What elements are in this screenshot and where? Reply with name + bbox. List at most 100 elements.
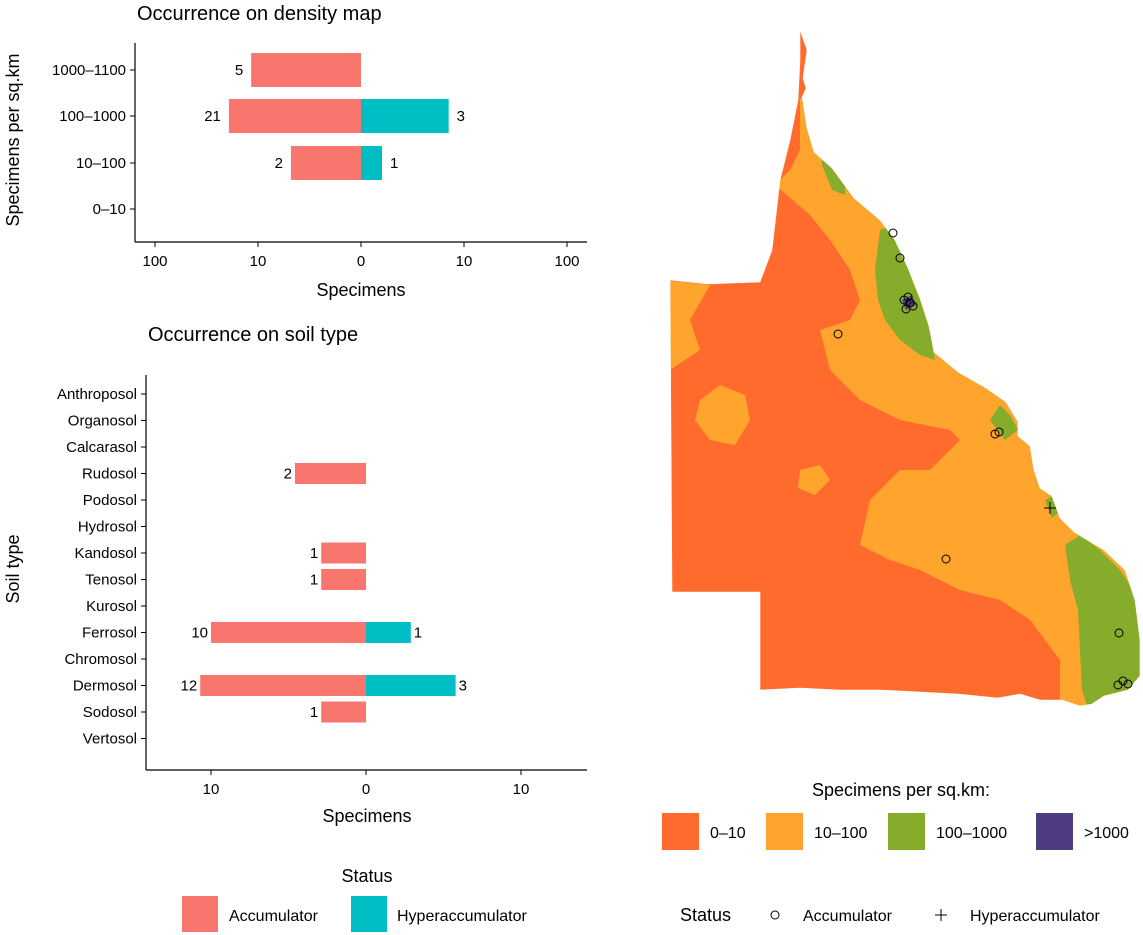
density-bar-hyperaccumulator <box>361 99 449 133</box>
soil-y-tick-label: Tenosol <box>85 572 137 589</box>
density-x-tick-label: 100 <box>554 253 579 270</box>
soil-value-label-accumulator: 1 <box>310 545 318 562</box>
legend-label-hyperaccumulator: Hyperaccumulator <box>397 908 528 925</box>
soil-y-tick-label: Kandosol <box>74 545 137 562</box>
soil-bar-hyperaccumulator <box>366 675 456 696</box>
soil-y-tick-label: Hydrosol <box>78 519 137 536</box>
legend-label-accumulator: Accumulator <box>229 908 319 925</box>
soil-y-tick-label: Rudosol <box>82 466 137 483</box>
map-zone-10-100-patch3 <box>798 465 830 495</box>
density-value-label-accumulator: 21 <box>204 108 221 125</box>
soil-y-tick-label: Calcarasol <box>66 439 137 456</box>
status-legend-title: Status <box>341 866 392 886</box>
soil-bar-accumulator <box>321 569 366 590</box>
density-y-tick-label: 100–1000 <box>59 108 126 125</box>
soil-value-label-accumulator: 2 <box>284 466 292 483</box>
accumulator-point <box>1114 628 1124 638</box>
soil-x-tick-label: 10 <box>513 781 530 798</box>
point-legend-accumulator-icon <box>770 910 780 920</box>
legend-swatch-accumulator <box>182 896 218 932</box>
soil-y-tick-label: Dermosol <box>73 678 137 695</box>
map-legend-label-100-1000: 100–1000 <box>936 825 1007 842</box>
map-zone-100-1000-mid <box>990 405 1018 440</box>
hyperaccumulator-point <box>1044 502 1056 514</box>
density-bar-hyperaccumulator <box>361 146 382 180</box>
soil-bar-accumulator <box>200 675 366 696</box>
density-y-axis-title: Specimens per sq.km <box>3 53 23 226</box>
accumulator-point <box>1123 679 1133 689</box>
soil-y-tick-label: Sodosol <box>83 704 137 721</box>
density-y-tick-label: 1000–1100 <box>52 62 126 79</box>
soil-bar-chart: Occurrence on soil type Soil type Specim… <box>3 324 587 826</box>
soil-y-tick-label: Organosol <box>68 413 137 430</box>
density-x-tick-label: 10 <box>250 253 267 270</box>
map-legend-swatch-10-100 <box>766 813 803 850</box>
density-value-label-accumulator: 2 <box>275 155 283 172</box>
point-legend-label-hyperaccumulator: Hyperaccumulator <box>970 908 1101 925</box>
map-legend-swatch-100-1000 <box>888 813 925 850</box>
map-zone-10-100-west <box>670 280 710 370</box>
map-legend-title: Specimens per sq.km: <box>812 780 990 800</box>
soil-bar-accumulator <box>294 463 366 484</box>
soil-chart-title: Occurrence on soil type <box>148 324 358 346</box>
point-legend-hyperaccumulator-icon <box>935 909 947 921</box>
map-legend-label-gt-1000: >1000 <box>1084 825 1129 842</box>
soil-x-axis-title: Specimens <box>322 806 411 826</box>
density-value-label-hyperaccumulator: 1 <box>390 155 398 172</box>
map-legend-label-0-10: 0–10 <box>710 825 746 842</box>
soil-bar-accumulator <box>211 622 366 643</box>
density-x-tick-label: 10 <box>456 253 473 270</box>
accumulator-point <box>888 228 898 238</box>
soil-y-tick-label: Chromosol <box>64 651 137 668</box>
accumulator-point <box>941 554 951 564</box>
map-zone-100-1000-south <box>1065 535 1140 706</box>
density-y-tick-label: 10–100 <box>76 155 126 172</box>
legend-swatch-hyperaccumulator <box>351 896 387 932</box>
accumulator-point <box>908 301 918 311</box>
density-bar-accumulator <box>251 53 361 87</box>
queensland-density-map: Specimens per sq.km: 0–10 10–100 100–100… <box>662 29 1141 925</box>
status-legend: Status Accumulator Hyperaccumulator <box>182 866 528 932</box>
map-zone-100-1000-north <box>875 225 935 360</box>
density-x-tick-label: 100 <box>142 253 167 270</box>
density-value-label-hyperaccumulator: 3 <box>457 108 465 125</box>
soil-bar-accumulator <box>321 542 366 564</box>
density-bar-chart: Occurrence on density map Specimens per … <box>3 3 587 300</box>
density-bar-accumulator <box>228 99 361 133</box>
density-bar-accumulator <box>290 146 361 180</box>
density-y-tick-label: 0–10 <box>93 201 126 218</box>
soil-y-tick-label: Anthroposol <box>57 386 137 403</box>
soil-y-tick-label: Ferrosol <box>82 625 137 642</box>
soil-bar-hyperaccumulator <box>366 622 411 643</box>
soil-x-tick-label: 10 <box>203 781 220 798</box>
soil-value-label-accumulator: 1 <box>310 704 318 721</box>
soil-y-tick-label: Vertosol <box>83 731 137 748</box>
soil-value-label-accumulator: 10 <box>191 625 208 642</box>
soil-value-label-hyperaccumulator: 3 <box>459 678 467 695</box>
soil-y-tick-label: Kurosol <box>86 598 137 615</box>
density-value-label-accumulator: 5 <box>235 62 243 79</box>
soil-y-tick-label: Podosol <box>83 492 137 509</box>
accumulator-point <box>994 427 1004 437</box>
map-zone-10-100-patch <box>695 385 750 445</box>
soil-y-axis-title: Soil type <box>3 534 23 603</box>
point-legend-title: Status <box>680 905 731 925</box>
density-x-axis-title: Specimens <box>316 280 405 300</box>
map-zone-10-100-patch2 <box>930 530 1000 590</box>
accumulator-point <box>895 253 905 263</box>
map-legend-label-10-100: 10–100 <box>814 825 867 842</box>
point-legend-label-accumulator: Accumulator <box>803 908 893 925</box>
density-chart-title: Occurrence on density map <box>137 3 382 25</box>
density-x-tick-label: 0 <box>357 253 365 270</box>
soil-value-label-accumulator: 1 <box>310 572 318 589</box>
soil-value-label-hyperaccumulator: 1 <box>414 625 422 642</box>
accumulator-point <box>1118 676 1128 686</box>
soil-bar-accumulator <box>321 701 366 723</box>
accumulator-point <box>833 329 843 339</box>
map-legend-swatch-0-10 <box>662 813 699 850</box>
accumulator-point <box>903 292 913 302</box>
soil-x-tick-label: 0 <box>362 781 370 798</box>
map-zone-10-100-patch4 <box>905 508 925 525</box>
soil-value-label-accumulator: 12 <box>181 678 198 695</box>
